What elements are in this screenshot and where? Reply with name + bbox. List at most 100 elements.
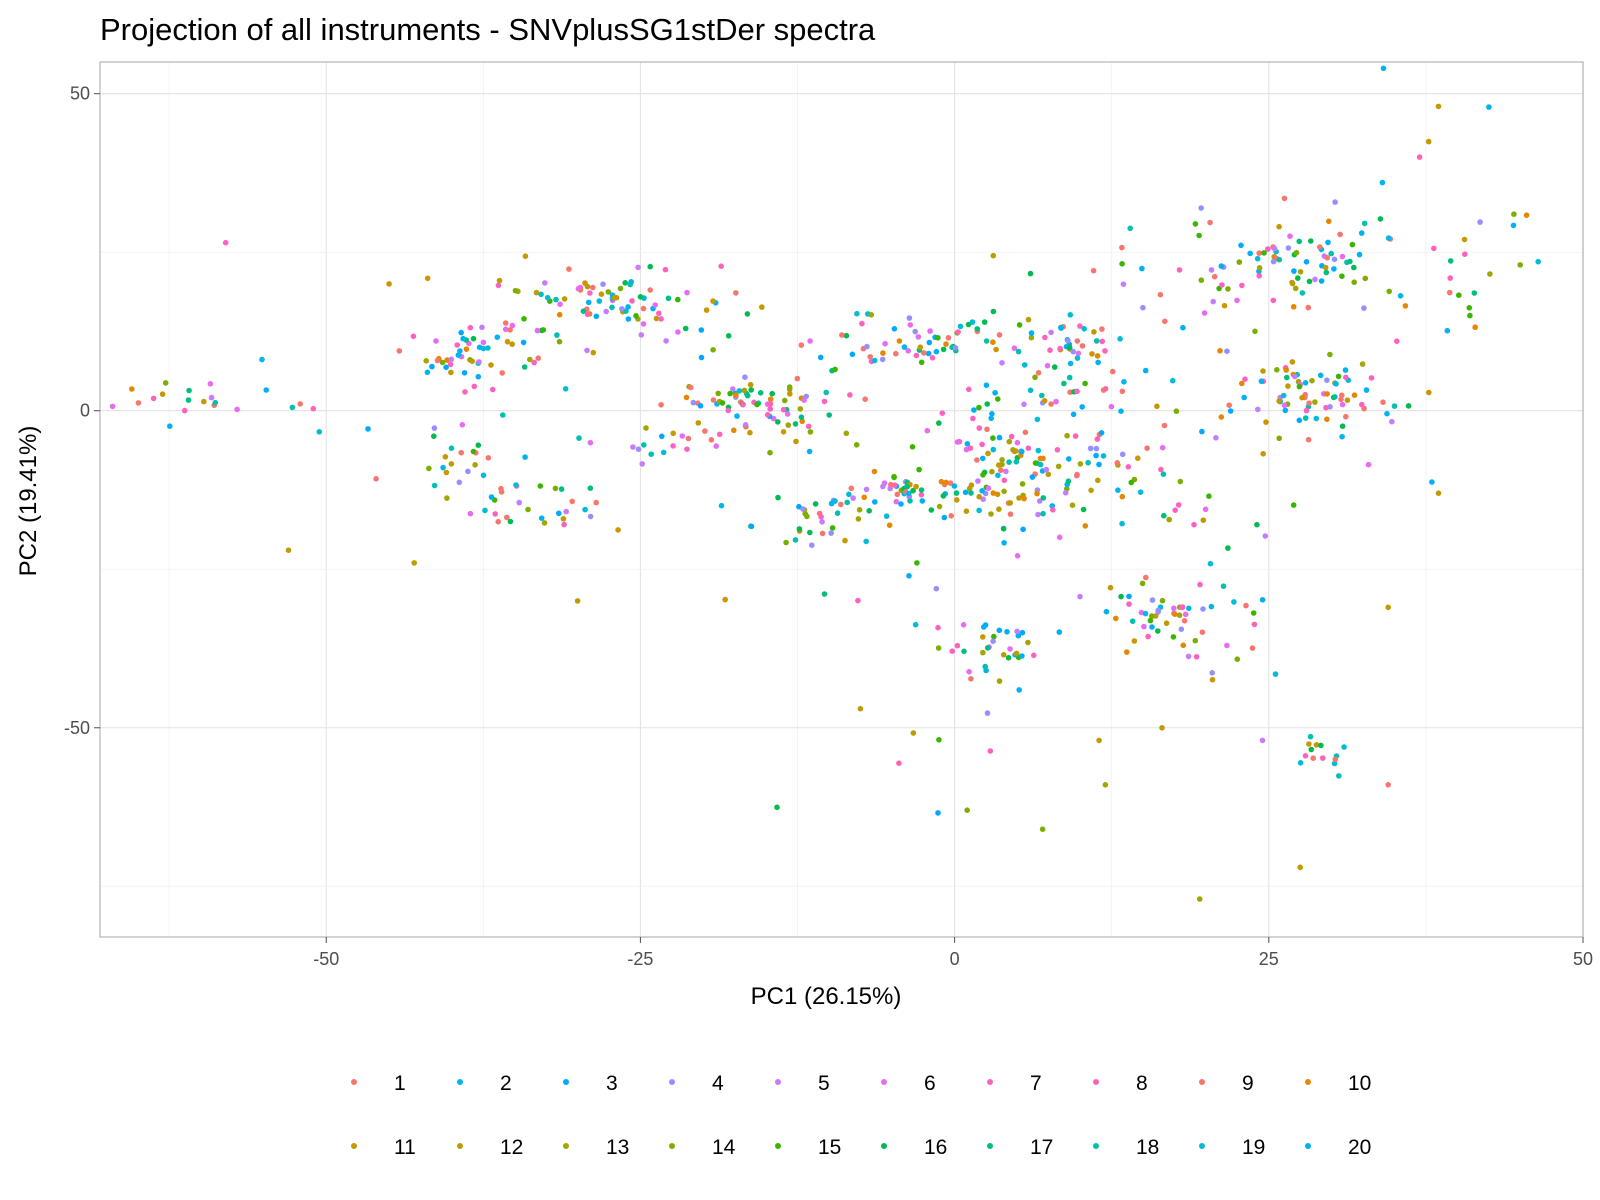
data-point [675, 296, 681, 303]
data-point [964, 441, 971, 447]
data-point [798, 342, 805, 348]
data-point [1029, 474, 1036, 480]
data-point [919, 498, 926, 504]
data-point [995, 396, 1001, 402]
data-point [1077, 323, 1083, 329]
data-point [1339, 273, 1345, 280]
data-point [534, 327, 541, 334]
data-point [458, 449, 465, 456]
data-point [1292, 285, 1299, 292]
legend-label: 12 [500, 1136, 523, 1159]
data-point [767, 396, 774, 403]
data-point [725, 407, 731, 414]
legend-label: 5 [818, 1072, 830, 1095]
data-point [826, 412, 832, 418]
data-point [863, 486, 870, 493]
data-point [150, 395, 157, 402]
data-point [496, 277, 503, 284]
data-point [996, 332, 1003, 338]
data-point [1121, 379, 1127, 385]
data-point [1032, 460, 1039, 466]
data-point [1000, 526, 1007, 532]
legend-label: 18 [1136, 1136, 1159, 1159]
data-point [855, 597, 861, 604]
data-point [423, 358, 430, 364]
data-point [894, 491, 901, 498]
data-point [1177, 478, 1184, 485]
data-point [734, 413, 740, 419]
data-point [1115, 487, 1121, 494]
data-point [1296, 417, 1303, 424]
data-point [566, 266, 572, 272]
data-point [1039, 826, 1046, 832]
data-point [1021, 362, 1028, 368]
data-point [1256, 265, 1263, 271]
data-point [1209, 670, 1215, 676]
data-point [1299, 290, 1306, 296]
data-point [891, 474, 897, 481]
data-point [984, 645, 991, 651]
data-point [365, 426, 371, 432]
data-point [1011, 448, 1018, 455]
data-point [1040, 495, 1047, 501]
data-point [1299, 394, 1305, 401]
data-point [1384, 410, 1390, 417]
data-point [936, 420, 942, 426]
data-point [470, 335, 477, 342]
data-point [1234, 656, 1241, 662]
data-point [476, 344, 483, 351]
data-point [990, 308, 997, 315]
plot-panel [99, 61, 1584, 938]
data-point [1297, 269, 1304, 275]
data-point [912, 328, 918, 335]
data-point [953, 490, 960, 496]
data-point [1001, 477, 1008, 484]
legend-key [457, 1143, 463, 1149]
data-point [1005, 655, 1012, 661]
data-point [622, 280, 628, 286]
data-point [985, 485, 992, 492]
data-point [1117, 336, 1123, 342]
data-point [1239, 282, 1245, 289]
data-point [185, 397, 192, 403]
data-point [659, 433, 665, 440]
data-point [479, 324, 485, 331]
data-point [818, 514, 824, 520]
data-point [1347, 258, 1353, 265]
data-point [683, 394, 690, 401]
data-point [1093, 452, 1099, 459]
data-point [1119, 261, 1125, 267]
data-point [587, 513, 594, 520]
data-point [1344, 397, 1351, 404]
data-point [1037, 461, 1044, 468]
data-point [682, 325, 689, 332]
data-point [1103, 608, 1110, 615]
data-point [574, 598, 581, 604]
data-point [980, 455, 986, 462]
data-point [1402, 303, 1409, 309]
data-point [640, 321, 647, 327]
data-point [929, 355, 936, 361]
data-point [135, 400, 142, 406]
data-point [1336, 773, 1342, 779]
data-point [1391, 403, 1398, 409]
data-point [1118, 593, 1124, 600]
data-point [989, 468, 995, 475]
data-point [1003, 468, 1009, 475]
data-point [1025, 445, 1032, 452]
data-point [784, 411, 791, 417]
data-point [1254, 255, 1261, 262]
data-point [297, 401, 304, 407]
data-point [1523, 212, 1530, 218]
data-point [1088, 487, 1094, 494]
data-point [1035, 511, 1041, 518]
data-point [447, 361, 454, 368]
data-point [1317, 372, 1324, 379]
legend-key [775, 1143, 781, 1149]
data-point [748, 387, 754, 393]
data-point [1256, 250, 1262, 256]
data-point [985, 450, 991, 457]
data-point [448, 445, 455, 452]
data-point [744, 311, 751, 317]
data-point [488, 494, 495, 500]
